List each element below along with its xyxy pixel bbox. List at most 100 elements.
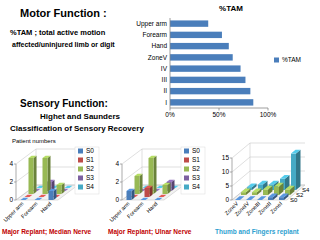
chart-title: %TAM [219, 4, 243, 13]
category-label: Upper arm [108, 200, 131, 223]
bar-front [29, 158, 34, 194]
tick-label: 5 [225, 182, 229, 189]
category-label: II [163, 87, 167, 94]
category-label: ZoneI [269, 200, 284, 215]
legend-label: S0 [86, 147, 94, 154]
tick [230, 172, 232, 173]
bar-front [49, 191, 54, 200]
bar-side [48, 156, 51, 194]
bar-front [57, 185, 62, 194]
slide-text: Highet and Saunders [40, 112, 121, 121]
category-label: Upper arm [136, 20, 167, 28]
bar-top [65, 186, 73, 188]
bar-top [145, 186, 153, 188]
legend-label: S3 [192, 174, 200, 181]
chart-caption: Thumb and Fingers replant [215, 228, 300, 236]
slide-text: %TAM ; total active motion [10, 28, 106, 37]
tick-label: 0 [115, 196, 119, 203]
tick [120, 182, 122, 183]
bar [170, 43, 229, 49]
legend-label: S0 [192, 147, 200, 154]
bar3d-chart: 051015ZoneVZoneIVZoneIIIZoneIIZoneIS0S2S… [215, 143, 310, 236]
bar-top [57, 183, 65, 185]
bar3d-chart: 024Upper armForearmHandS0S1S2S3S4Major R… [2, 147, 99, 236]
tick [230, 158, 232, 159]
bar-top [241, 188, 251, 192]
bar-top [167, 180, 175, 182]
bar-front [241, 192, 246, 195]
bar-top [35, 198, 43, 200]
legend-swatch [184, 167, 189, 172]
bar-top [247, 183, 257, 187]
tick-label: 2 [9, 178, 13, 185]
tick [14, 182, 16, 183]
bar-top [235, 196, 245, 200]
bar-top [49, 189, 57, 191]
bar-top [21, 198, 29, 200]
tick-label: 4 [115, 160, 119, 167]
bar-front [268, 197, 273, 200]
tick-label: 0% [165, 111, 175, 118]
bar-front [279, 197, 284, 200]
slide-text: Motor Function : [20, 7, 107, 19]
legend-swatch [78, 149, 83, 154]
bar [170, 65, 241, 71]
bar-top [29, 156, 37, 158]
tick-label: 2 [115, 178, 119, 185]
bar-front [127, 191, 132, 200]
tick-label: 50% [212, 111, 225, 118]
legend-box [75, 147, 99, 194]
tick-label: 0 [225, 196, 229, 203]
bar-front [135, 176, 140, 194]
tick-label: 15 [222, 154, 230, 161]
bar [170, 99, 253, 105]
bar-top [274, 183, 284, 187]
bar-side [296, 150, 301, 190]
legend-label: S2 [192, 165, 200, 172]
bar-top [149, 156, 157, 158]
tick [14, 200, 16, 201]
legend-label: S4 [192, 183, 200, 190]
slide-text: Patient numbers [12, 138, 56, 144]
category-label: Forearm [20, 200, 39, 219]
bar-front [291, 154, 296, 190]
legend-swatch [184, 158, 189, 163]
category-label: III [162, 76, 168, 83]
bars [127, 156, 179, 200]
legend-swatch [184, 185, 189, 190]
chart-caption: Major Replant; Median Nerve [2, 228, 92, 236]
bar-top [246, 196, 256, 200]
tick [230, 186, 232, 187]
legend-swatch [78, 158, 83, 163]
slide: Motor Function : %TAM ; total active moti… [0, 0, 320, 240]
bar-top [159, 195, 167, 197]
bar-front [252, 192, 257, 195]
tick [230, 200, 232, 201]
bar-top [25, 195, 33, 197]
tick-label: 4 [9, 160, 13, 167]
bar-top [279, 193, 289, 197]
tick [120, 164, 122, 165]
chart-caption: Major Replant; Ulnar Nerve [108, 228, 192, 236]
legend-label: S4 [86, 183, 94, 190]
bar-top [285, 186, 295, 190]
legend-label: S1 [86, 156, 94, 163]
category-label: Forearm [126, 200, 145, 219]
category-label: Hand [151, 42, 167, 49]
legend-swatch [78, 167, 83, 172]
category-label: ZoneV [148, 54, 168, 61]
bar-top [135, 174, 143, 176]
bars [235, 150, 301, 200]
background [0, 0, 320, 240]
legend-swatch [184, 149, 189, 154]
bar-top [43, 156, 51, 158]
legend-label: S1 [192, 156, 200, 163]
bar-top [39, 195, 47, 197]
bar-top [269, 181, 279, 185]
legend-box [181, 147, 205, 194]
tam-chart: %TAMIIIIIIIVZoneVHandForearmUpper arm0%5… [136, 4, 301, 118]
bar-side [154, 156, 157, 194]
bar-top [155, 198, 163, 200]
bar-front [145, 188, 150, 197]
bars [170, 20, 253, 105]
